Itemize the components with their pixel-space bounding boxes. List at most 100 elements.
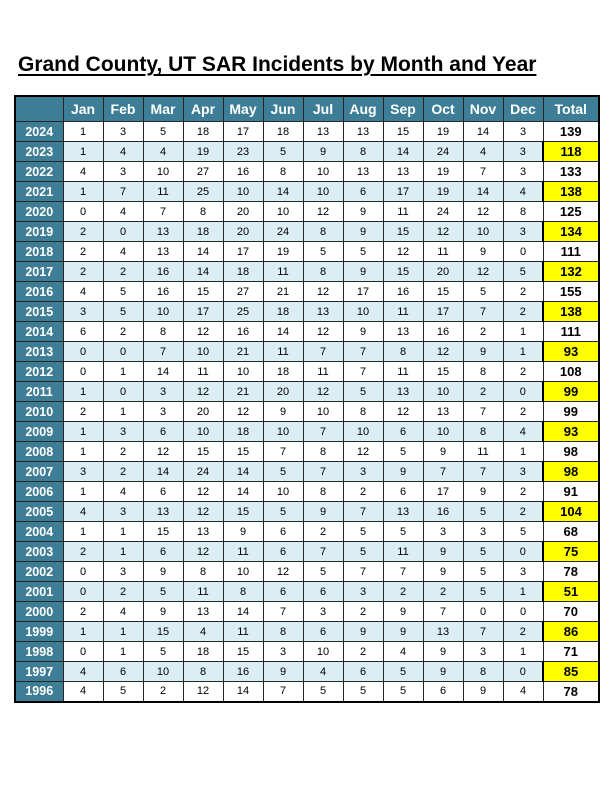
value-cell: 11 [182,581,224,602]
value-cell: 3 [142,381,184,402]
value-cell: 17 [182,301,224,322]
value-cell: 15 [142,621,184,642]
value-cell: 9 [342,261,384,282]
year-label: 2010 [14,401,64,422]
year-label: 2014 [14,321,64,342]
value-cell: 0 [62,641,104,662]
value-cell: 6 [302,621,344,642]
value-cell: 4 [302,661,344,682]
value-cell: 0 [102,341,144,362]
value-cell: 1 [62,621,104,642]
value-cell: 1 [502,341,544,362]
value-cell: 6 [302,581,344,602]
year-label: 2003 [14,541,64,562]
year-label: 2001 [14,581,64,602]
value-cell: 13 [182,521,224,542]
value-cell: 9 [462,481,504,502]
value-cell: 7 [302,541,344,562]
value-cell: 3 [102,421,144,442]
year-label: 2011 [14,381,64,402]
value-cell: 1 [502,641,544,662]
value-cell: 23 [222,141,264,162]
table-body: 2024 1 3 5 18 17 18 13 13 15 19 14 3 139 2023 1 4 4 19 23 5 9… [14,121,600,702]
value-cell: 4 [62,661,104,682]
value-cell: 3 [142,401,184,422]
value-cell: 7 [142,201,184,222]
value-cell: 24 [262,221,304,242]
value-cell: 9 [422,441,464,462]
value-cell: 9 [142,601,184,622]
value-cell: 8 [182,201,224,222]
table-row: 2007 3 2 14 24 14 5 7 3 9 7 7 3 98 [14,461,600,482]
value-cell: 0 [62,561,104,582]
value-cell: 7 [422,461,464,482]
value-cell: 4 [462,141,504,162]
value-cell: 14 [262,181,304,202]
value-cell: 9 [302,141,344,162]
table-row: 2004 1 1 15 13 9 6 2 5 5 3 3 5 68 [14,521,600,542]
total-cell: 139 [542,121,600,142]
value-cell: 5 [462,581,504,602]
column-header-may: May [222,95,264,122]
value-cell: 1 [102,621,144,642]
value-cell: 15 [222,501,264,522]
value-cell: 3 [262,641,304,662]
total-cell: 85 [542,661,600,682]
value-cell: 25 [182,181,224,202]
value-cell: 2 [102,261,144,282]
value-cell: 5 [342,681,384,702]
value-cell: 13 [302,121,344,142]
value-cell: 11 [382,361,424,382]
total-cell: 132 [542,261,600,282]
value-cell: 1 [62,481,104,502]
value-cell: 10 [302,401,344,422]
value-cell: 10 [262,201,304,222]
value-cell: 18 [182,121,224,142]
value-cell: 0 [102,221,144,242]
value-cell: 13 [382,501,424,522]
value-cell: 3 [62,301,104,322]
value-cell: 8 [302,261,344,282]
value-cell: 14 [222,461,264,482]
value-cell: 3 [342,581,384,602]
value-cell: 6 [262,521,304,542]
value-cell: 3 [502,161,544,182]
total-cell: 125 [542,201,600,222]
value-cell: 11 [222,541,264,562]
value-cell: 6 [342,181,384,202]
value-cell: 1 [102,541,144,562]
value-cell: 17 [422,301,464,322]
value-cell: 7 [262,601,304,622]
value-cell: 0 [502,601,544,622]
value-cell: 15 [182,441,224,462]
value-cell: 11 [462,441,504,462]
value-cell: 9 [342,221,384,242]
value-cell: 10 [302,161,344,182]
value-cell: 5 [382,661,424,682]
value-cell: 13 [382,381,424,402]
value-cell: 6 [342,661,384,682]
value-cell: 19 [262,241,304,262]
value-cell: 2 [422,581,464,602]
value-cell: 21 [222,381,264,402]
value-cell: 16 [422,501,464,522]
table-row: 2011 1 0 3 12 21 20 12 5 13 10 2 0 99 [14,381,600,402]
value-cell: 1 [102,521,144,542]
value-cell: 20 [222,221,264,242]
value-cell: 6 [262,541,304,562]
value-cell: 4 [62,161,104,182]
table-row: 1997 4 6 10 8 16 9 4 6 5 9 8 0 85 [14,661,600,682]
value-cell: 3 [462,641,504,662]
total-cell: 111 [542,241,600,262]
total-cell: 134 [542,221,600,242]
value-cell: 7 [462,301,504,322]
value-cell: 15 [382,121,424,142]
value-cell: 5 [502,261,544,282]
page-title: Grand County, UT SAR Incidents by Month … [18,53,537,76]
value-cell: 1 [62,381,104,402]
value-cell: 8 [462,421,504,442]
value-cell: 3 [502,141,544,162]
value-cell: 9 [262,661,304,682]
value-cell: 5 [342,521,384,542]
value-cell: 5 [262,501,304,522]
